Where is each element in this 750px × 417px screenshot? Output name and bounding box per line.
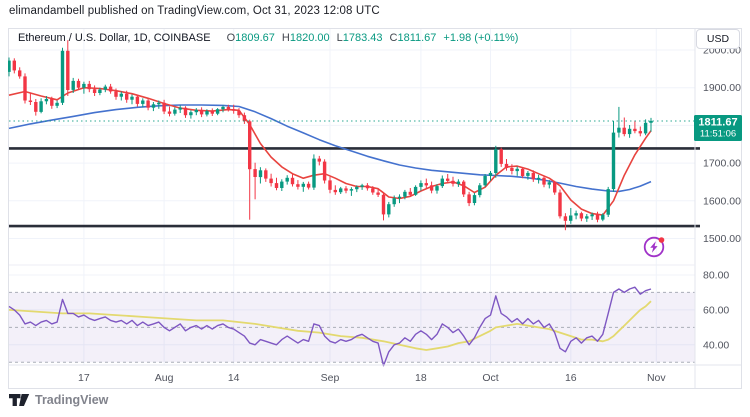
lightning-bolt-icon: [643, 236, 665, 258]
chart-canvas[interactable]: 2000.001900.001700.001600.001500.0080.00…: [8, 28, 742, 389]
svg-text:1900.00: 1900.00: [703, 82, 741, 94]
svg-text:80.00: 80.00: [703, 270, 729, 282]
symbol-title[interactable]: Ethereum / U.S. Dollar, 1D, COINBASE: [18, 32, 211, 44]
svg-text:18: 18: [415, 372, 427, 384]
svg-text:Sep: Sep: [321, 372, 340, 384]
svg-text:1500.00: 1500.00: [703, 233, 741, 245]
svg-text:17: 17: [78, 372, 90, 384]
svg-text:11:51:06: 11:51:06: [700, 129, 736, 140]
chart-legend: Ethereum / U.S. Dollar, 1D, COINBASE O180…: [18, 32, 518, 44]
svg-text:1600.00: 1600.00: [703, 195, 741, 207]
flash-publish-button[interactable]: [641, 234, 667, 260]
svg-text:1700.00: 1700.00: [703, 158, 741, 170]
low-label: L: [336, 32, 343, 44]
svg-text:Nov: Nov: [647, 372, 666, 384]
tradingview-logo-text: TradingView: [35, 393, 109, 407]
close-label: C: [389, 32, 398, 44]
low-value: 1783.43: [342, 32, 383, 44]
svg-text:60.00: 60.00: [703, 304, 729, 316]
close-value: 1811.67: [397, 32, 437, 44]
open-value: 1809.67: [235, 32, 275, 44]
change-value: +1.98 (+0.11%): [443, 32, 519, 44]
svg-text:16: 16: [565, 372, 577, 384]
svg-text:Aug: Aug: [155, 372, 174, 384]
high-value: 1820.00: [289, 32, 330, 44]
svg-text:14: 14: [228, 372, 240, 384]
attribution-text: elimandambell published on TradingView.c…: [9, 5, 380, 17]
high-label: H: [281, 32, 290, 44]
svg-text:40.00: 40.00: [703, 339, 729, 351]
open-label: O: [226, 32, 236, 44]
tradingview-logo-icon: [9, 394, 30, 406]
svg-text:Oct: Oct: [482, 372, 498, 384]
currency-toggle-button[interactable]: USD: [696, 29, 740, 49]
tradingview-logo[interactable]: TradingView: [9, 393, 108, 407]
chart-widget: 2000.00 1900.00 1700.00 1600.00 1500.00 80.00…: [8, 28, 742, 389]
svg-text:1811.67: 1811.67: [698, 117, 737, 129]
